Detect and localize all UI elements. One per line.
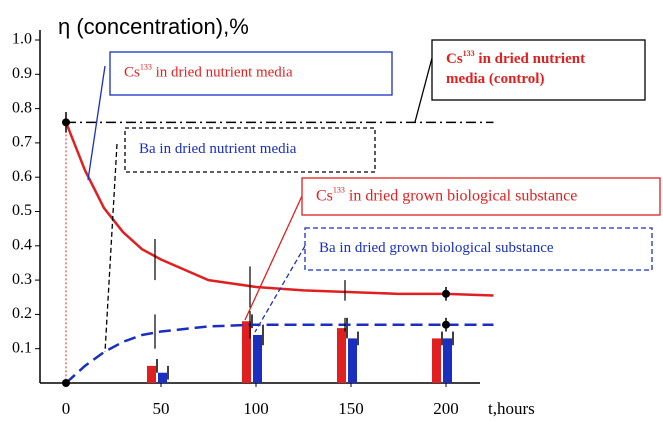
x-tick-label: 50	[153, 399, 170, 418]
annotation-text: media (control)	[446, 71, 544, 87]
callout-line	[87, 65, 106, 181]
annotation-prefix: Cs	[446, 51, 463, 67]
x-tick-label: 0	[62, 399, 71, 418]
annotation-text: Cs133 in dried nutrient media	[124, 62, 293, 81]
annotation-sup: 133	[463, 49, 475, 58]
y-tick-label: 0.5	[12, 202, 32, 219]
annotation-line: media (control)	[446, 71, 544, 87]
annotation-box	[431, 39, 646, 101]
y-tick-label: 0.6	[12, 168, 32, 185]
y-tick-label: 0.4	[12, 236, 32, 253]
annotation-line: in dried nutrient	[475, 51, 585, 67]
y-tick-label: 0.7	[12, 134, 32, 151]
annotation-text: Cs133 in dried grown biological substanc…	[316, 185, 577, 204]
annotation-sup: 133	[333, 185, 345, 194]
callout-line	[244, 195, 303, 321]
x-tick-label: 150	[338, 399, 364, 418]
marker	[442, 320, 450, 329]
y-tick-label: 0.8	[12, 99, 32, 116]
bar	[348, 338, 357, 383]
callout-line	[254, 245, 306, 333]
x-tick-label: 200	[433, 399, 459, 418]
y-tick-label: 0.3	[12, 271, 32, 288]
marker	[62, 379, 70, 387]
annotation-line: Ba in dried grown biological substance	[319, 240, 554, 256]
annotation-box	[301, 177, 661, 216]
annotation-sup: 133	[140, 62, 152, 71]
bar	[147, 365, 156, 383]
annotation-line: in dried nutrient media	[152, 65, 293, 81]
annotation-box	[124, 127, 376, 173]
callout-line	[104, 143, 118, 353]
x-axis-label: t,hours	[488, 399, 535, 418]
bar	[337, 328, 346, 383]
bar	[158, 372, 167, 383]
bar	[443, 338, 452, 383]
annotation-line: in dried grown biological substance	[345, 187, 577, 204]
y-tick-label: 0.9	[12, 65, 32, 82]
callout-line	[414, 57, 433, 123]
y-axis-label: η (concentration),%	[58, 14, 249, 39]
annotation-text: Cs133 in dried nutrient	[446, 49, 585, 68]
bar	[242, 321, 251, 383]
y-tick-label: 1.0	[12, 31, 32, 48]
annotation-line: Ba in dried nutrient media	[139, 141, 297, 157]
annotation-text: Ba in dried nutrient media	[139, 141, 297, 157]
y-tick-label: 0.2	[12, 305, 32, 322]
annotation-text: Ba in dried grown biological substance	[319, 240, 554, 256]
annotation-box	[109, 51, 393, 96]
marker	[62, 118, 70, 127]
marker	[442, 289, 450, 298]
annotation-box	[304, 227, 653, 271]
annotation-prefix: Cs	[124, 65, 140, 81]
y-tick-label: 0.1	[12, 339, 32, 356]
x-tick-label: 100	[243, 399, 269, 418]
bar	[253, 334, 262, 383]
bar	[432, 338, 441, 383]
annotation-prefix: Cs	[316, 187, 333, 204]
curve	[64, 121, 494, 297]
curve	[65, 323, 494, 384]
